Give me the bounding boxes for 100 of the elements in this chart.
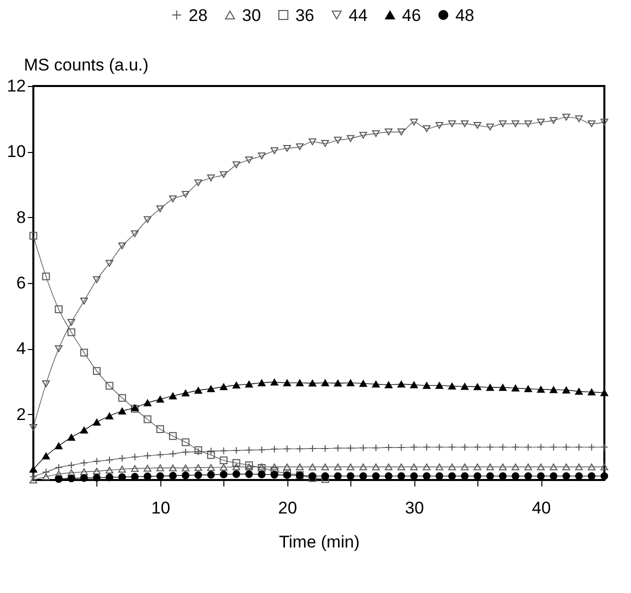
point bbox=[80, 298, 88, 304]
point bbox=[436, 382, 444, 389]
point bbox=[130, 230, 139, 238]
point bbox=[334, 472, 342, 480]
legend-label: 44 bbox=[348, 6, 368, 25]
point bbox=[600, 463, 608, 470]
point bbox=[397, 128, 406, 136]
point bbox=[562, 386, 570, 394]
point bbox=[258, 152, 266, 160]
point bbox=[321, 463, 330, 470]
point bbox=[194, 179, 202, 186]
point bbox=[194, 471, 202, 479]
point bbox=[220, 456, 228, 464]
point bbox=[54, 345, 63, 352]
point bbox=[346, 463, 354, 470]
point bbox=[512, 120, 520, 128]
point bbox=[334, 380, 342, 387]
point bbox=[550, 463, 558, 470]
point bbox=[372, 130, 380, 138]
point bbox=[220, 171, 228, 178]
point bbox=[537, 118, 545, 126]
point bbox=[372, 380, 380, 388]
point bbox=[460, 463, 469, 470]
point bbox=[182, 190, 190, 198]
x-axis-title: Time (min) bbox=[279, 532, 360, 552]
point bbox=[512, 463, 520, 470]
point bbox=[54, 475, 63, 483]
point bbox=[436, 122, 444, 129]
point bbox=[130, 465, 139, 472]
point bbox=[359, 380, 368, 387]
point bbox=[537, 472, 545, 480]
point bbox=[600, 389, 608, 396]
x-tick-label: 30 bbox=[405, 498, 424, 518]
point bbox=[588, 472, 596, 480]
point bbox=[42, 473, 50, 480]
point bbox=[588, 463, 596, 470]
point bbox=[321, 379, 330, 386]
point bbox=[296, 379, 304, 386]
point bbox=[524, 120, 532, 128]
point bbox=[270, 463, 278, 470]
point bbox=[422, 125, 431, 132]
point bbox=[144, 415, 152, 424]
point bbox=[486, 472, 494, 480]
point bbox=[308, 380, 316, 387]
point bbox=[29, 232, 38, 240]
point bbox=[474, 472, 482, 480]
point bbox=[359, 463, 368, 470]
point bbox=[397, 472, 406, 480]
point bbox=[270, 378, 278, 386]
point bbox=[397, 380, 406, 388]
point bbox=[156, 396, 164, 403]
point bbox=[245, 463, 253, 470]
point bbox=[498, 120, 507, 128]
point bbox=[422, 472, 431, 480]
point bbox=[575, 472, 583, 480]
point bbox=[321, 140, 330, 147]
point bbox=[460, 472, 469, 480]
point bbox=[486, 124, 494, 130]
point bbox=[68, 469, 76, 476]
point bbox=[588, 388, 596, 396]
point bbox=[524, 385, 532, 392]
point bbox=[144, 399, 152, 406]
point bbox=[80, 474, 88, 482]
point bbox=[575, 115, 583, 122]
point bbox=[207, 464, 215, 471]
point bbox=[144, 464, 152, 472]
point bbox=[54, 305, 63, 314]
point bbox=[207, 451, 215, 459]
point bbox=[232, 382, 240, 389]
point bbox=[106, 474, 114, 482]
point bbox=[68, 328, 76, 336]
point bbox=[106, 382, 114, 390]
point bbox=[448, 463, 456, 470]
point bbox=[550, 472, 558, 480]
point bbox=[346, 379, 354, 386]
point bbox=[194, 446, 202, 454]
point bbox=[156, 472, 164, 480]
y-tick-label: 12 bbox=[6, 76, 26, 96]
point bbox=[245, 470, 253, 478]
point bbox=[308, 138, 316, 146]
point bbox=[92, 474, 101, 482]
point bbox=[194, 386, 202, 394]
point bbox=[92, 418, 101, 426]
point bbox=[436, 472, 444, 480]
point bbox=[283, 144, 291, 152]
point bbox=[169, 196, 177, 202]
point bbox=[537, 463, 545, 470]
legend-label: 36 bbox=[295, 6, 314, 25]
point bbox=[321, 472, 330, 480]
point bbox=[106, 412, 114, 420]
point bbox=[537, 386, 545, 393]
point bbox=[410, 118, 418, 126]
point bbox=[498, 472, 507, 480]
x-tick-label: 10 bbox=[151, 498, 170, 518]
point bbox=[448, 120, 456, 128]
point bbox=[460, 383, 469, 390]
point bbox=[156, 464, 164, 472]
point bbox=[207, 470, 215, 479]
point bbox=[270, 147, 278, 154]
point bbox=[372, 463, 380, 470]
